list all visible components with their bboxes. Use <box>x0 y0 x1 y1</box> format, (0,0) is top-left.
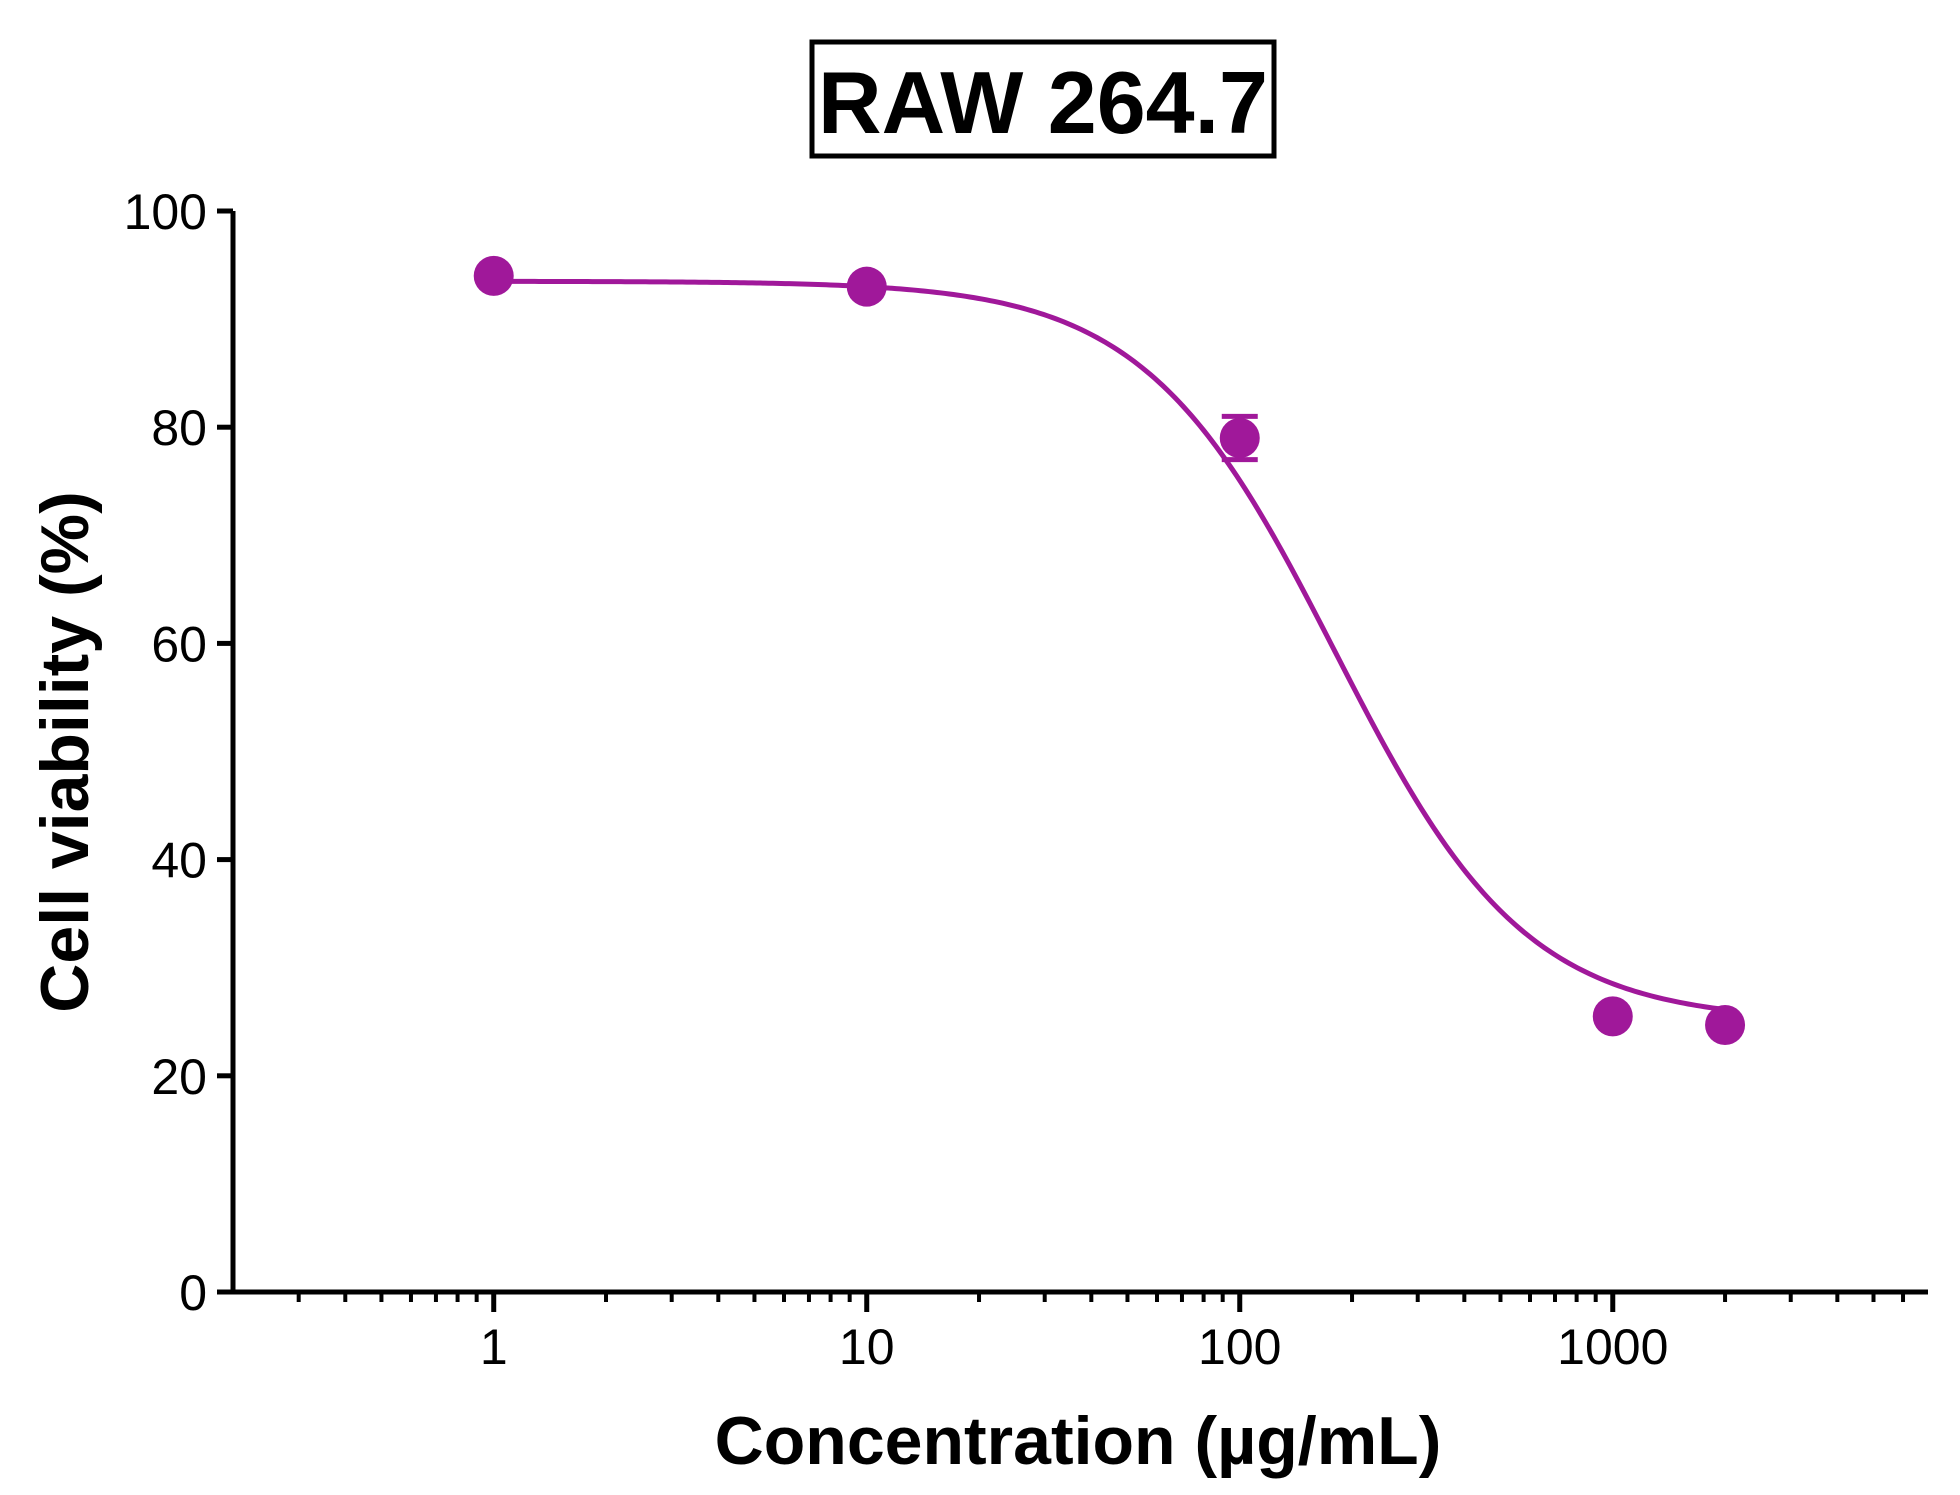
y-tick-label: 40 <box>151 833 207 889</box>
y-tick-label: 100 <box>124 184 207 240</box>
x-axis: 1 10 100 1000 <box>219 1289 1928 1375</box>
data-point <box>1592 996 1633 1037</box>
x-axis-label: Concentration (µg/mL) <box>715 1403 1442 1479</box>
chart-title: RAW 264.7 <box>818 53 1268 152</box>
y-axis-label: Cell viability (%) <box>27 491 103 1012</box>
y-tick-label: 60 <box>151 616 207 672</box>
y-tick-label: 80 <box>151 400 207 456</box>
y-axis: 0 20 40 60 80 100 <box>124 184 236 1321</box>
y-tick-label: 0 <box>179 1265 207 1321</box>
data-point <box>1219 418 1260 459</box>
chart-title-box: RAW 264.7 <box>809 39 1277 159</box>
x-tick-label: 1000 <box>1557 1319 1668 1375</box>
x-tick-label: 1 <box>480 1319 508 1375</box>
data-point <box>1705 1004 1746 1045</box>
data-point <box>846 266 887 307</box>
y-tick-label: 20 <box>151 1049 207 1105</box>
fit-curve <box>493 278 1726 1013</box>
chart-title-frame <box>809 39 1277 159</box>
x-tick-label: 10 <box>839 1319 895 1375</box>
data-point <box>473 255 514 296</box>
data-points <box>473 255 1746 1045</box>
x-tick-label: 100 <box>1198 1319 1281 1375</box>
